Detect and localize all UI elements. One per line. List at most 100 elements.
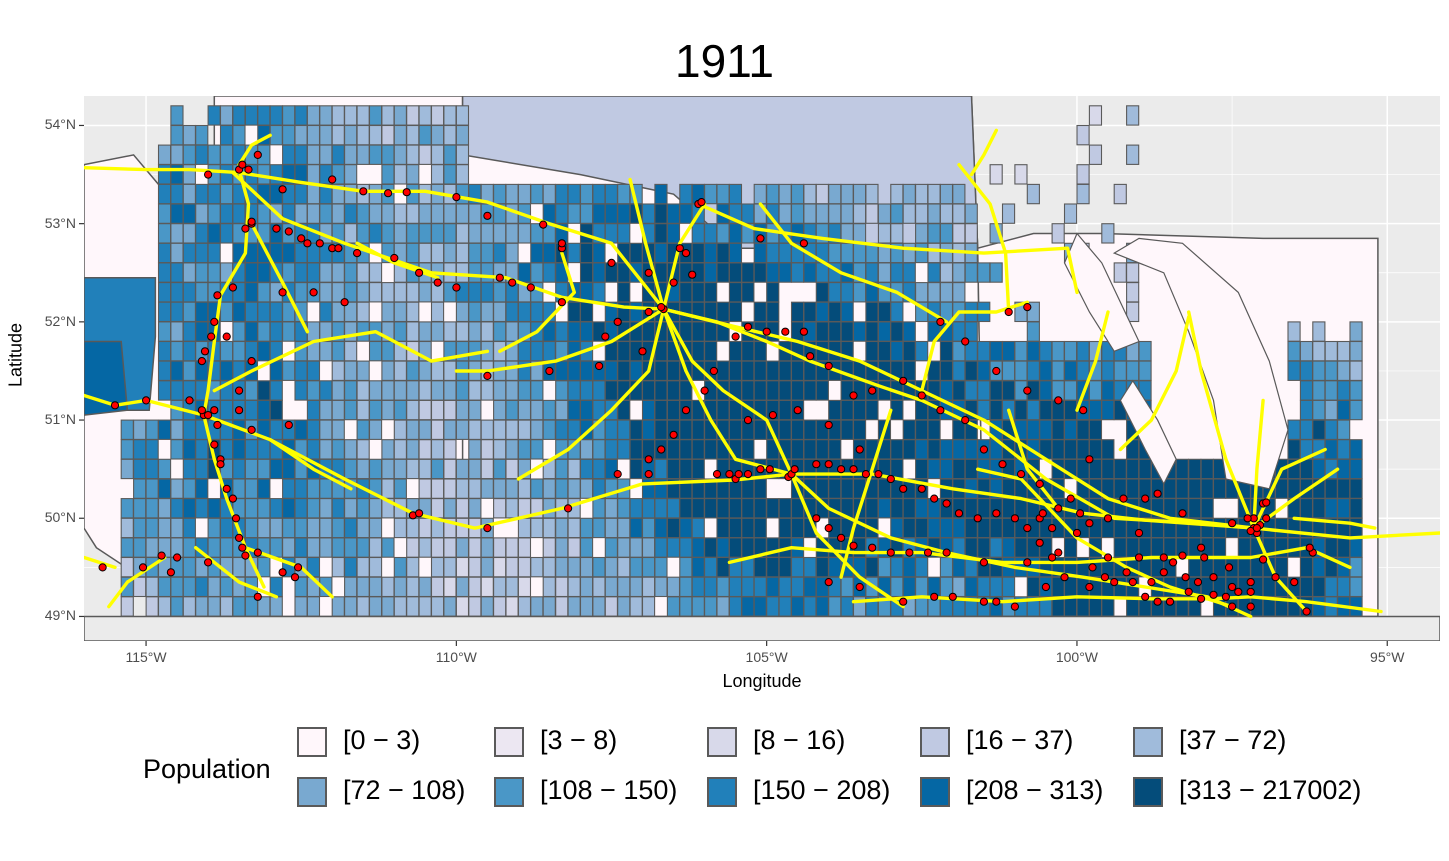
population-cell [418,282,432,303]
railway-line [758,202,949,324]
railway-station [613,317,622,326]
population-cell [294,498,308,519]
railway-line [661,307,794,476]
population-cell [393,596,407,617]
population-cell [604,183,618,205]
population-cell [1349,321,1363,342]
population-cell [704,439,718,460]
population-cell [728,517,743,539]
population-cell [927,242,941,264]
population-cell [430,399,445,421]
population-cell [468,380,482,401]
population-cell [182,223,196,244]
railway-station [253,548,262,557]
railway-station [961,337,970,346]
population-cell [145,517,159,539]
population-cell [195,203,209,224]
railway-station [241,224,250,233]
population-cell [344,517,358,539]
population-cell [964,439,978,460]
population-cell [1113,537,1127,558]
railway-station [886,548,895,557]
population-cell [133,576,147,598]
railway-station [756,234,765,243]
population-cell [368,576,383,598]
population-cell [1126,144,1140,165]
population-cell [468,242,482,264]
population-cell [666,203,681,224]
population-cell [1001,203,1016,224]
population-cell [468,203,482,224]
population-cell [1337,340,1351,362]
population-cell [269,596,283,617]
population-cell [195,282,209,303]
population-cell [145,576,159,598]
railway-station [812,514,821,523]
population-cell [579,301,594,323]
population-cell [766,498,780,519]
population-cell [493,183,507,205]
population-cell [1113,458,1127,480]
population-cell [157,360,172,381]
population-cell [195,242,209,264]
railway-station [849,391,858,400]
railway-station [824,578,833,587]
population-cell [219,203,234,224]
population-cell [641,596,656,617]
population-cell [828,478,842,499]
population-cell [927,223,941,244]
population-cell [1063,419,1078,440]
population-cell [530,380,544,401]
population-cell [728,183,743,205]
population-cell [493,478,507,499]
population-cell [691,321,705,342]
population-cell [443,124,457,146]
population-cell [468,596,482,617]
population-cell [530,556,544,578]
population-cell [145,596,159,617]
population-cell [306,596,321,617]
population-cell [1337,576,1351,598]
population-cell [306,164,321,185]
population-cell [1299,556,1314,578]
railway-station [235,406,244,415]
population-cell [418,321,432,342]
population-cell [666,576,681,598]
population-cell [207,517,221,539]
railway-station [142,396,151,405]
population-cell [865,556,879,578]
population-cell [443,360,457,381]
population-cell [542,556,556,578]
population-cell [294,262,308,283]
population-cell [393,419,407,440]
population-cell [555,556,569,578]
population-cell [815,380,829,401]
population-cell [331,262,345,283]
population-cell [480,242,494,264]
population-cell [244,498,259,519]
population-cell [418,439,432,460]
population-cell [1088,399,1103,421]
population-cell [344,596,358,617]
railway-station [855,582,864,592]
railway-station [1054,504,1063,513]
population-cell [219,360,234,381]
population-cell [219,517,234,539]
railway-line [1118,315,1191,452]
population-cell [617,282,631,303]
population-cell [1287,419,1301,440]
population-cell [691,556,705,578]
population-cell [555,321,569,342]
population-cell [629,537,643,558]
population-cell [790,301,805,323]
population-cell [517,301,532,323]
population-cell [120,419,134,440]
population-cell [840,576,854,598]
population-cell [269,164,283,185]
population-cell [393,321,407,342]
population-cell [505,576,519,598]
population-cell [157,478,172,499]
population-cell [207,144,221,165]
population-cell [1126,262,1140,283]
population-cell [170,517,184,539]
